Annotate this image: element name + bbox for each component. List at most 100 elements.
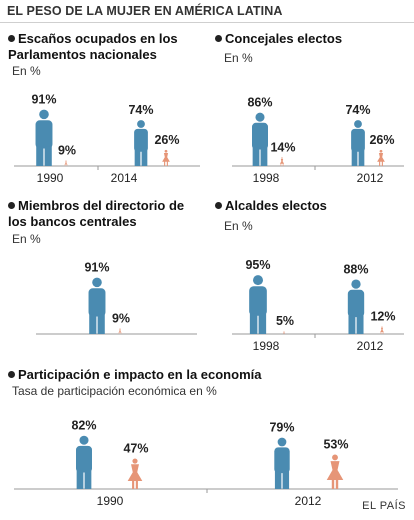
woman-figure [377,149,385,166]
man-figure [35,109,53,166]
year-label: 1998 [253,339,280,353]
figure-head [79,435,89,445]
man-figure [88,277,106,334]
bullet-icon [215,35,222,42]
figure-leg [166,161,168,166]
figure-head [119,328,121,330]
figure-torso [76,445,92,473]
figure-dress [279,158,285,164]
figure-leg [282,471,290,489]
value-label-women: 14% [270,140,295,154]
woman-figure [127,458,143,489]
value-label-men: 74% [345,103,370,117]
figure-leg [44,146,52,166]
year-label: 2012 [357,339,384,353]
figure-head [39,109,49,120]
figure-head [351,279,361,289]
value-label-women: 9% [112,311,130,325]
panel-4-title: Alcaldes electos [215,198,327,214]
woman-figure [326,454,344,489]
figure-head [164,149,168,153]
panel-5-subtitle: Tasa de participación económica en % [12,384,217,398]
figure-head [277,437,287,447]
figure-leg [335,479,339,489]
figure-head [137,120,145,128]
figure-leg [260,147,268,166]
figure-leg [258,313,267,334]
woman-figure [282,330,286,334]
year-label: 2012 [357,171,384,185]
panel-1-title: Escaños ocupados en los Parlamentos naci… [8,31,178,63]
woman-figure [118,328,122,334]
figure-head [281,157,283,159]
value-label-women: 26% [369,133,394,147]
value-label-men: 82% [71,419,96,433]
value-label-men: 88% [343,262,368,276]
figure-leg [36,146,44,166]
figure-leg [358,149,365,166]
figure-leg [348,315,356,334]
value-label-women: 9% [58,143,76,157]
figure-torso [347,289,365,318]
figure-dress [283,331,285,334]
figure-leg [380,331,382,334]
figure-leg [76,470,84,489]
bullet-icon [215,202,222,209]
value-label-men: 91% [84,261,109,275]
figure-head [283,330,285,332]
figure-head [332,454,338,461]
panel-1-subtitle: En % [12,64,41,78]
year-label: 2014 [111,171,138,185]
figure-dress [64,161,68,165]
woman-figure [279,157,285,166]
woman-figure [64,160,68,166]
value-label-women: 26% [154,133,179,147]
value-label-women: 12% [370,310,395,324]
figure-leg [134,149,141,166]
year-label: 1990 [97,494,124,508]
figure-leg [252,147,260,166]
value-label-men: 74% [128,103,153,117]
figure-torso [351,128,365,152]
figure-dress [127,464,143,482]
figure-leg [356,315,364,334]
figure-leg [280,163,282,166]
figure-leg [379,161,381,166]
panel-5-title: Participación e impacto en la economía [8,367,261,383]
value-label-women: 47% [123,441,148,455]
figure-leg [274,471,282,489]
figure-leg [84,470,92,489]
figure-dress [326,461,344,481]
figure-dress [380,327,384,333]
man-figure [249,275,267,334]
figure-leg [141,149,148,166]
panel-3-title-line-2: los bancos centrales [8,214,137,229]
man-figure [351,120,365,166]
figure-torso [35,120,53,149]
main-title: EL PESO DE LA MUJER EN AMÉRICA LATINA [7,4,283,18]
figure-dress [162,152,170,162]
man-figure [76,435,92,489]
figure-leg [164,161,166,166]
figure-leg [351,149,358,166]
figure-leg [249,313,258,334]
figure-torso [252,122,268,150]
woman-figure [380,326,384,334]
figure-torso [274,447,290,474]
man-figure [274,437,290,489]
value-label-men: 79% [269,421,294,435]
figure-head [65,160,67,162]
bullet-icon [8,35,15,42]
panel-3-title: Miembros del directorio de los bancos ce… [8,198,184,230]
figure-head [92,277,102,288]
figure-head [379,149,383,153]
source-label: EL PAÍS [362,500,406,512]
panel-5-title-line-1: Participación e impacto en la economía [18,367,262,382]
panel-2-title-line-1: Concejales electos [225,31,343,46]
year-label: 2012 [295,494,322,508]
figure-leg [282,163,284,166]
figure-leg [331,479,335,489]
value-label-women: 5% [276,314,294,328]
figure-head [132,458,138,464]
